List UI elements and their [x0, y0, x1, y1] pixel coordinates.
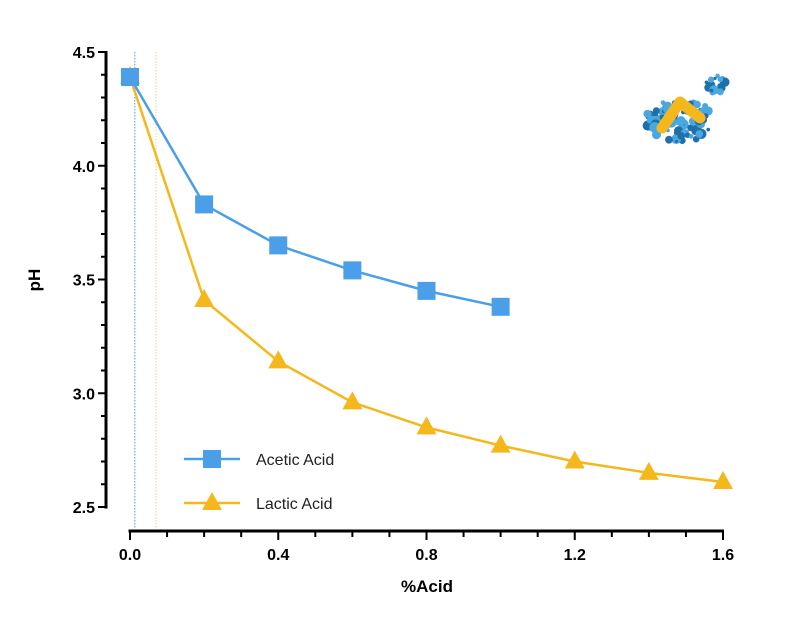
logo-dot: [717, 76, 724, 83]
x-tick-label: 1.2: [564, 547, 586, 564]
y-tick-label: 2.5: [73, 500, 95, 517]
logo-dot: [687, 124, 694, 132]
acetic-acid-point: [417, 281, 436, 300]
lactic-acid-point: [713, 470, 733, 489]
acetic-acid-point: [269, 236, 288, 255]
logo-dot: [665, 135, 673, 144]
logo-dot: [643, 109, 652, 118]
x-tick-label: 1.6: [712, 547, 734, 564]
logo-dot: [693, 100, 701, 109]
logo-dot: [706, 127, 711, 132]
acetic-acid-point: [491, 297, 510, 316]
lactic-acid-point: [490, 434, 511, 453]
y-axis-label: pH: [25, 269, 44, 292]
logo-dot: [695, 130, 704, 138]
legend-marker-acetic-acid: [203, 450, 221, 468]
legend: Acetic Acid Lactic Acid: [184, 450, 334, 513]
y-tick-label: 4.5: [73, 45, 95, 62]
y-tick-label: 4.0: [73, 159, 95, 176]
acetic-acid-point: [121, 68, 139, 87]
logo-dot: [674, 139, 679, 143]
logo-dot: [716, 88, 724, 96]
lactic-acid-point: [342, 391, 363, 410]
logo-dot: [715, 73, 720, 79]
legend-label-acetic-acid: Acetic Acid: [256, 452, 334, 469]
logo-shape: [656, 96, 706, 134]
lactic-acid-point: [416, 416, 437, 435]
lactic-acid-point: [564, 450, 585, 469]
molecule-logo-icon: [642, 73, 730, 146]
logo-dot: [685, 129, 689, 133]
lactic-acid-point: [194, 288, 215, 307]
legend-marker-lactic-acid: [202, 492, 222, 510]
x-tick-label: 0.0: [119, 547, 141, 564]
acetic-acid-point: [343, 261, 362, 280]
x-tick-label: 0.8: [415, 547, 437, 564]
acetic-acid-line: [128, 76, 501, 309]
legend-label-lactic-acid: Lactic Acid: [256, 496, 332, 513]
logo-dot: [707, 76, 715, 83]
logo-dot: [673, 134, 678, 139]
y-tick-label: 3.5: [73, 273, 95, 290]
lactic-acid-point: [268, 350, 289, 369]
logo-dot: [713, 76, 717, 81]
logo-dot: [709, 88, 714, 93]
y-tick-label: 3.0: [73, 386, 95, 403]
logo-dot: [688, 133, 694, 139]
logo-dot: [677, 132, 685, 140]
x-tick-label: 0.4: [267, 547, 289, 564]
lactic-acid-point: [638, 461, 659, 480]
acetic-acid-point: [195, 195, 214, 214]
logo-dot: [676, 116, 686, 126]
x-axis-label: %Acid: [401, 577, 453, 596]
logo-dot: [652, 107, 660, 115]
